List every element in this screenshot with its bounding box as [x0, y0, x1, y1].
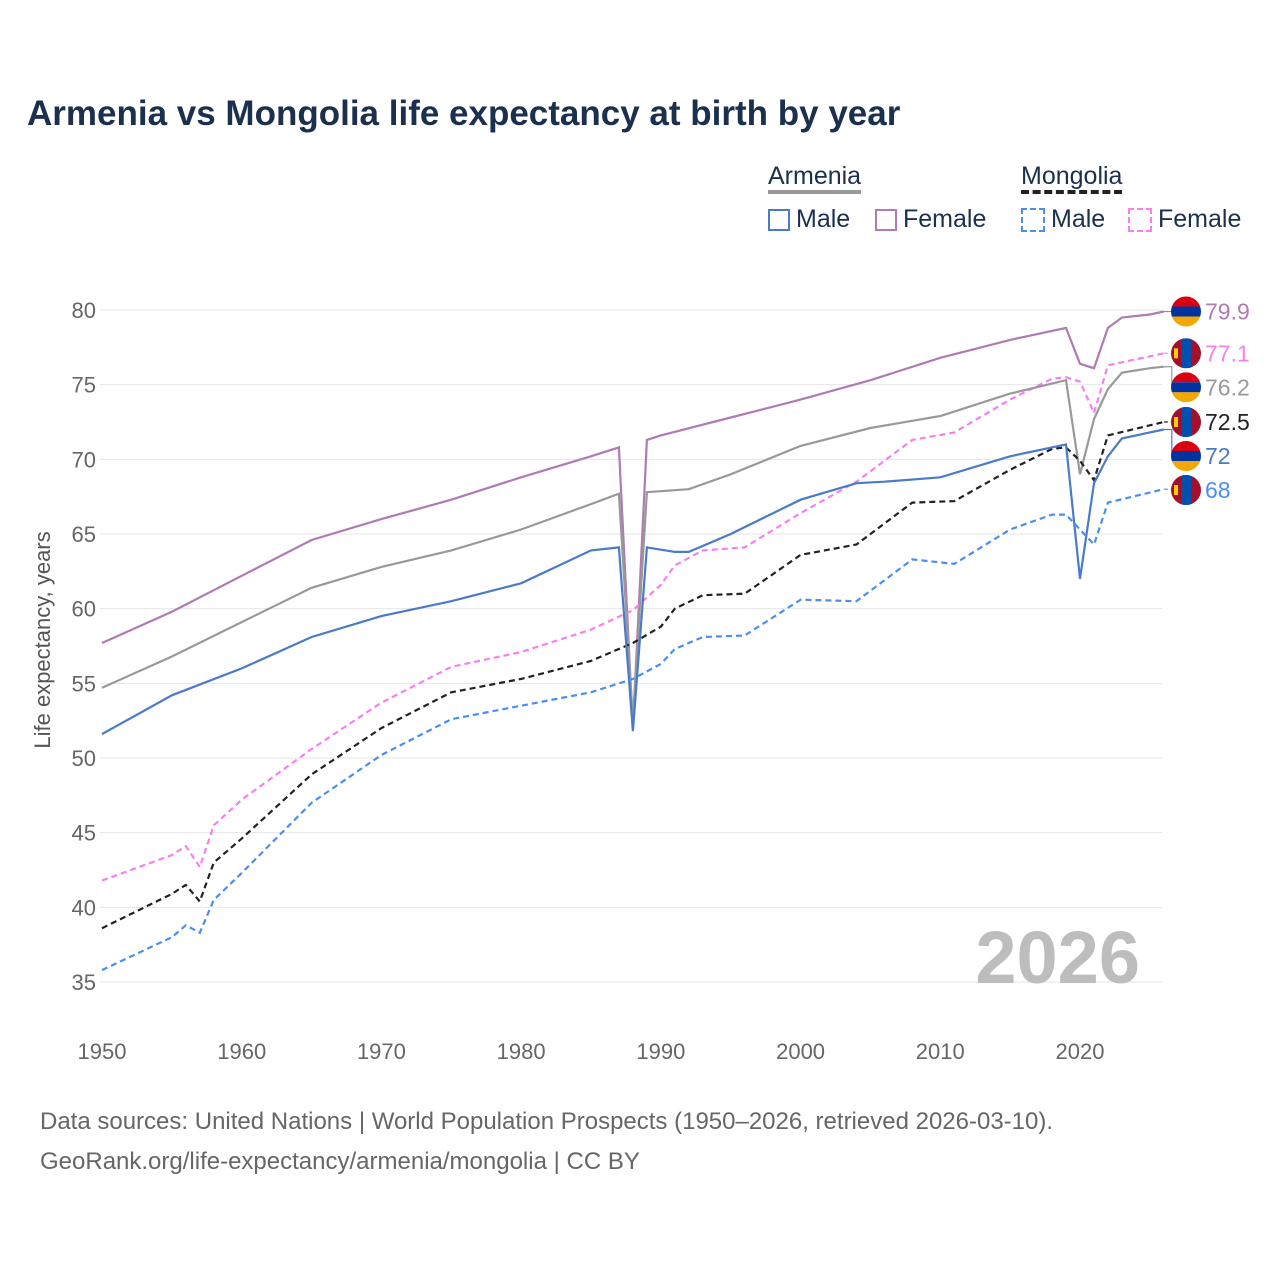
end-value-label: 79.9 [1205, 298, 1250, 324]
x-tick-label: 2010 [916, 1039, 965, 1064]
y-tick-label: 80 [72, 298, 96, 323]
source-line-1: Data sources: United Nations | World Pop… [40, 1108, 1054, 1135]
legend-swatch [768, 208, 790, 231]
end-value-label: 76.2 [1205, 374, 1250, 400]
label-connector [1163, 366, 1173, 388]
soyombo-icon [1174, 485, 1178, 495]
end-value-label: 68 [1205, 477, 1231, 503]
legend-mongolia-male[interactable]: Male [1021, 205, 1105, 234]
label-connector [1163, 428, 1173, 457]
y-tick-label: 75 [72, 373, 96, 398]
series-line-mongolia [101, 420, 1165, 930]
series-line-mongolia-female [101, 352, 1165, 882]
y-tick-label: 40 [72, 895, 96, 920]
mongolia-flag-icon [1181, 407, 1191, 437]
armenia-flag-icon [1171, 296, 1201, 307]
legend-swatch [1021, 207, 1045, 232]
legend-label: Male [796, 205, 851, 233]
end-value-label: 77.1 [1205, 340, 1250, 366]
armenia-flag-icon [1171, 461, 1201, 471]
legend-label: Female [1158, 205, 1242, 233]
source-line-2[interactable]: GeoRank.org/life-expectancy/armenia/mong… [40, 1148, 640, 1175]
legend-group-mongolia: Mongolia [1021, 162, 1123, 194]
x-tick-label: 2020 [1056, 1039, 1105, 1064]
soyombo-icon [1174, 417, 1178, 427]
y-tick-label: 55 [72, 671, 96, 696]
legend-armenia-female[interactable]: Female [875, 205, 986, 234]
armenia-flag-icon [1171, 451, 1201, 461]
armenia-flag-icon [1171, 392, 1201, 403]
legend-swatch [1128, 207, 1152, 232]
armenia-flag-icon [1171, 441, 1201, 451]
x-tick-label: 1990 [636, 1039, 685, 1064]
y-tick-label: 70 [72, 447, 96, 472]
legend-label: Male [1051, 205, 1106, 233]
year-watermark: 2026 [975, 916, 1140, 999]
armenia-flag-icon [1171, 306, 1201, 317]
armenia-flag-icon [1171, 382, 1201, 393]
mongolia-flag-icon [1181, 475, 1191, 505]
legend-mongolia-female[interactable]: Female [1128, 205, 1241, 234]
legend-group-armenia: Armenia [768, 162, 862, 194]
armenia-flag-icon [1171, 316, 1201, 327]
y-tick-label: 35 [72, 970, 96, 995]
series-line-armenia-female [101, 310, 1165, 729]
x-tick-label: 1950 [78, 1039, 127, 1064]
end-value-label: 72.5 [1205, 409, 1250, 435]
legend-armenia-male[interactable]: Male [768, 205, 850, 234]
mongolia-flag-icon [1181, 338, 1191, 369]
x-tick-label: 1980 [497, 1039, 546, 1064]
armenia-flag-icon [1171, 372, 1201, 383]
y-tick-label: 60 [72, 597, 96, 622]
series-line-armenia-male [101, 428, 1165, 736]
x-tick-label: 1970 [357, 1039, 406, 1064]
y-tick-label: 45 [72, 821, 96, 846]
end-value-label: 72 [1205, 443, 1231, 469]
chart-title: Armenia vs Mongolia life expectancy at b… [27, 94, 901, 133]
series-line-mongolia-male [101, 488, 1165, 972]
series-line-armenia [101, 365, 1164, 721]
x-tick-label: 2000 [776, 1039, 825, 1064]
label-connector [1163, 488, 1173, 491]
y-tick-label: 65 [72, 522, 96, 547]
legend-label: Female [903, 205, 987, 233]
y-axis-label: Life expectancy, years [30, 531, 55, 748]
x-tick-label: 1960 [217, 1039, 266, 1064]
soyombo-icon [1174, 348, 1178, 359]
y-tick-label: 50 [72, 746, 96, 771]
legend-swatch [875, 208, 897, 231]
